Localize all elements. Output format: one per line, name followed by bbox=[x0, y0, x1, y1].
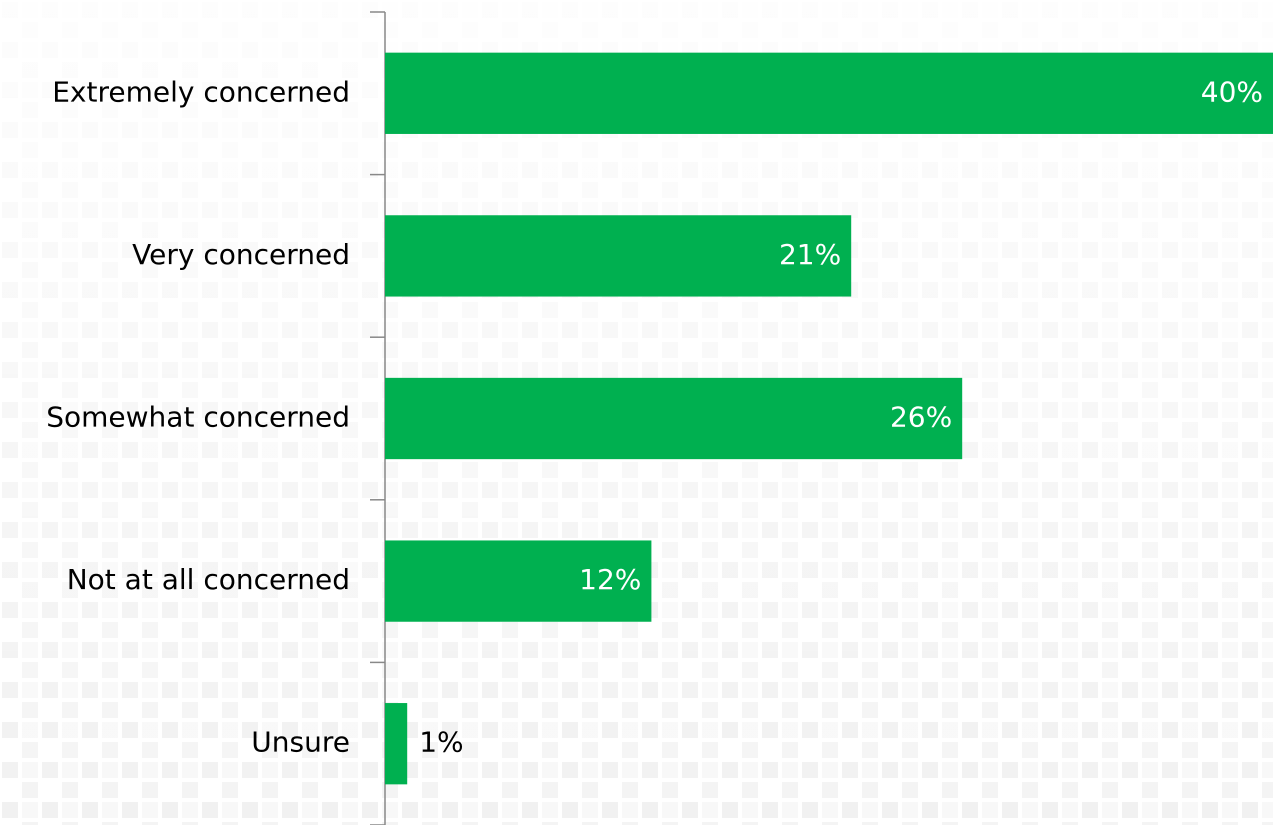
bar bbox=[385, 540, 652, 622]
data-label: 21% bbox=[779, 238, 841, 271]
bar bbox=[385, 703, 408, 785]
y-tick-label: Very concerned bbox=[132, 238, 350, 271]
bar bbox=[385, 52, 1273, 134]
data-label: 40% bbox=[1201, 75, 1263, 108]
bar bbox=[385, 377, 963, 460]
data-label: 12% bbox=[579, 563, 641, 596]
y-tick-label: Extremely concerned bbox=[52, 75, 350, 108]
y-tick-label: Somewhat concerned bbox=[46, 401, 350, 434]
data-label: 26% bbox=[890, 401, 952, 434]
bar bbox=[385, 215, 852, 297]
y-tick-label: Unsure bbox=[251, 726, 350, 759]
data-label: 1% bbox=[419, 726, 463, 759]
y-tick-label: Not at all concerned bbox=[67, 563, 350, 596]
